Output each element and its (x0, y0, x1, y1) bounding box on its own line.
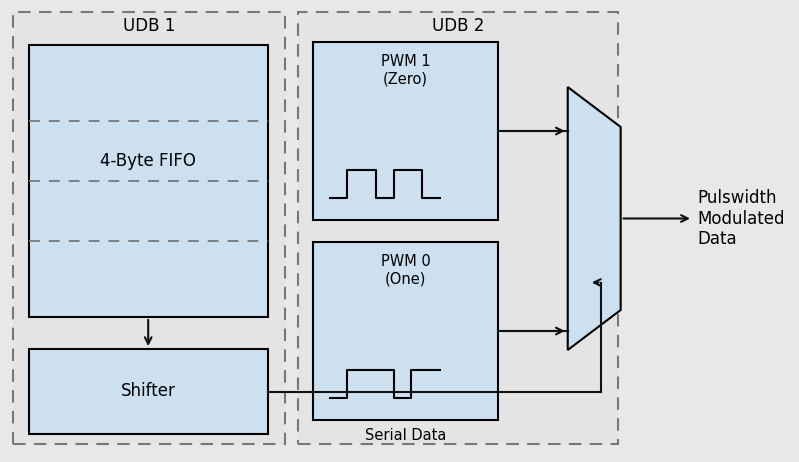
Bar (312, 242, 499, 420)
Polygon shape (568, 87, 621, 350)
Bar (312, 42, 499, 220)
Bar (29, 349, 268, 434)
Text: Serial Data: Serial Data (365, 428, 447, 443)
Text: PWM 0
(One): PWM 0 (One) (380, 254, 431, 286)
Text: Shifter: Shifter (121, 383, 176, 401)
Bar (14, 12, 284, 444)
Text: UDB 1: UDB 1 (123, 17, 175, 35)
Text: PWM 1
(Zero): PWM 1 (Zero) (381, 54, 431, 86)
Text: Pulswidth
Modulated
Data: Pulswidth Modulated Data (698, 188, 785, 248)
Bar (29, 45, 268, 317)
Text: 4-Byte FIFO: 4-Byte FIFO (100, 152, 196, 170)
Bar (298, 12, 618, 444)
Text: UDB 2: UDB 2 (431, 17, 484, 35)
